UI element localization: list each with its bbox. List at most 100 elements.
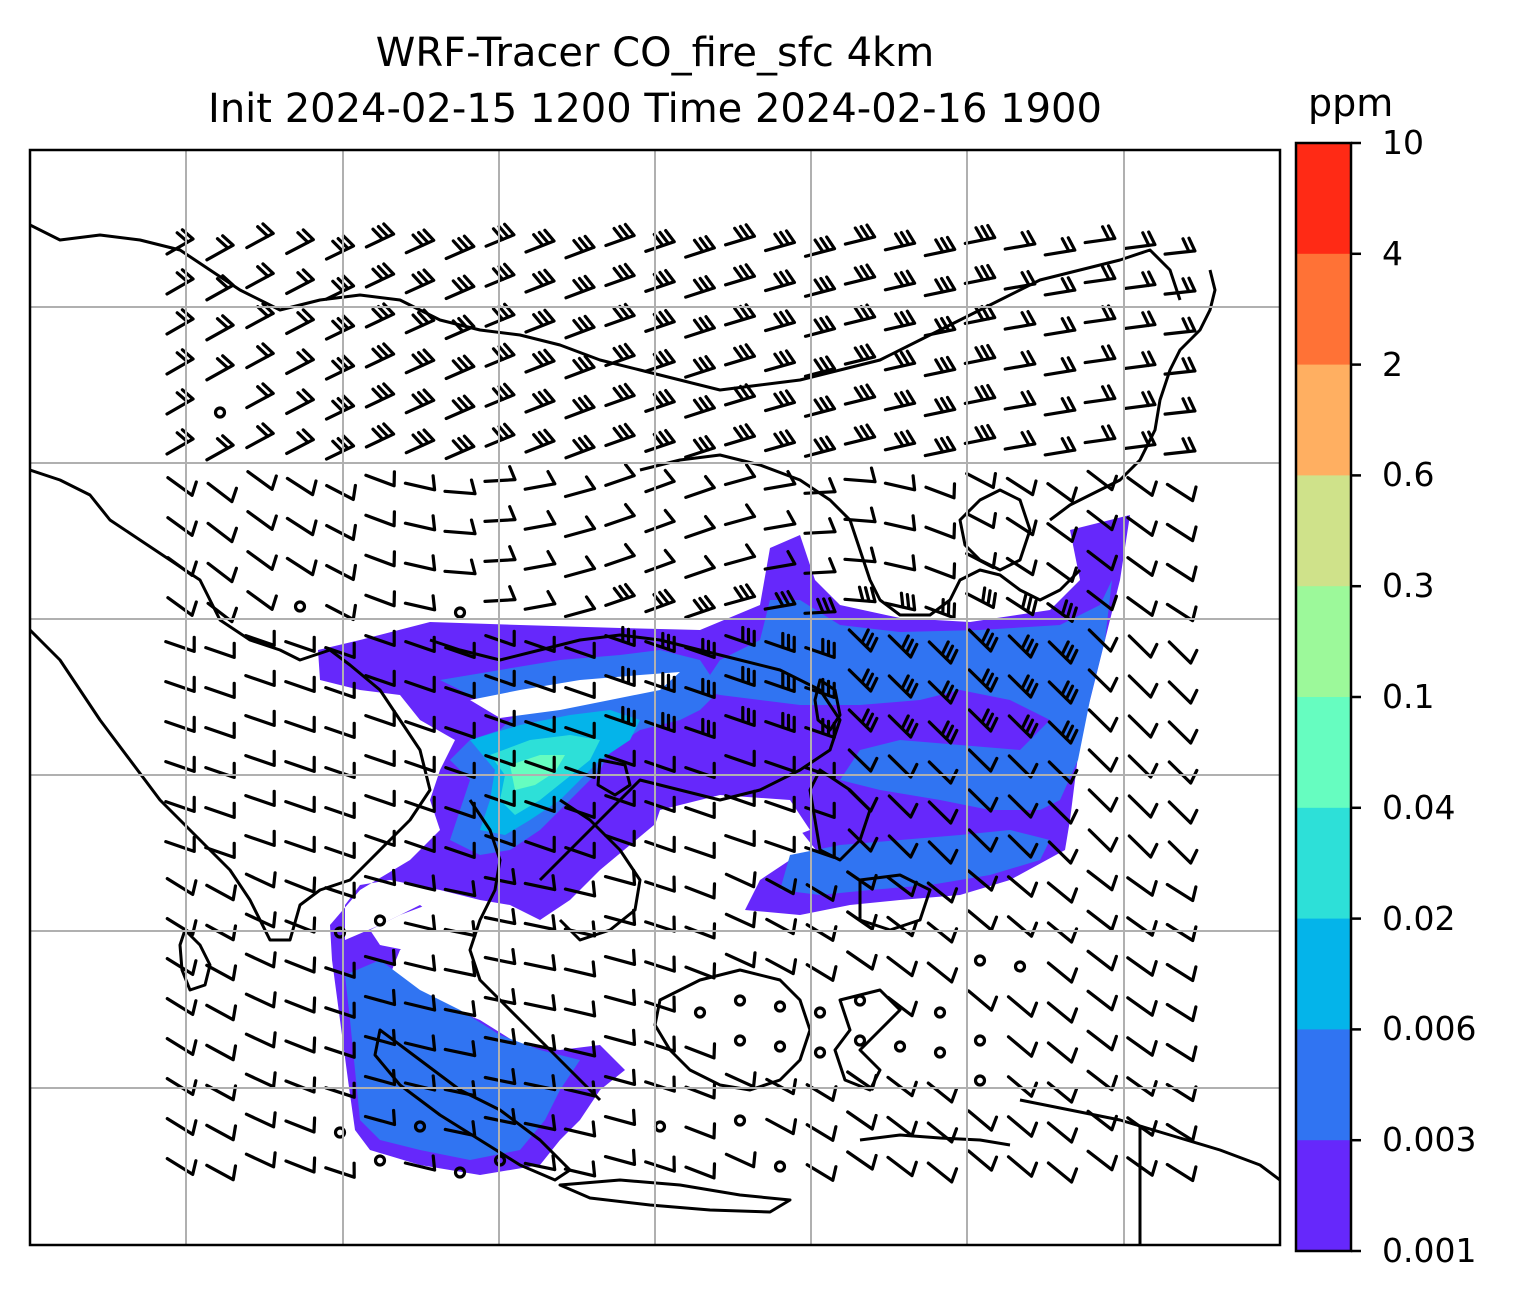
wind-barb [1165,1042,1198,1063]
colorbar [1296,143,1351,1252]
wind-barb [886,915,918,938]
wind-barb [245,342,275,370]
wind-barb [967,788,999,813]
wind-barb [1167,640,1199,665]
wind-barb [444,274,476,301]
wind-barb [524,675,556,693]
wind-barb [927,680,959,705]
wind-barb [1126,596,1158,617]
wind-barb [166,476,198,497]
wind-barb [1086,549,1118,572]
wind-barb [403,514,437,532]
wind-barb [644,631,676,653]
wind-barb [563,555,597,579]
wind-barb [404,428,436,455]
wind-barb [443,1040,477,1058]
wind-barb [363,868,397,887]
wind-barb [443,880,477,898]
wind-barb [284,1076,317,1094]
wind-barb [524,795,556,813]
wind-barb [1046,599,1078,623]
wind-barb [363,1108,397,1127]
wind-barb [1086,909,1118,932]
wind-barb [923,395,957,418]
wind-barb [1043,316,1077,337]
wind-barb [847,668,879,693]
wind-barb [883,229,917,252]
wind-barb [684,395,716,419]
wind-barb [244,1031,277,1049]
wind-barb [564,314,596,340]
wind-barb [965,512,997,529]
wind-barb [927,760,959,785]
wind-barb [684,801,716,819]
wind-barb [324,881,356,899]
wind-barb [723,543,757,567]
wind-barb [1003,390,1037,411]
coastline-sulawesi [833,988,902,1092]
wind-barb [923,235,957,258]
wind-barb [723,583,757,607]
wind-barb [364,829,396,847]
wind-barb [1006,875,1039,898]
wind-barb [1167,800,1199,825]
wind-barb [205,1003,238,1022]
wind-barb [364,669,396,687]
wind-barb [444,354,476,381]
wind-barb [324,434,356,461]
wind-barb [1046,1001,1079,1024]
wind-barb [563,960,597,978]
wind-barb [604,665,636,687]
wind-barb [604,789,636,807]
wind-barb [1087,748,1119,773]
wind-calm-circle [933,1046,947,1059]
colorbar-ticks [1351,141,1361,1253]
wind-barb [444,394,476,421]
wind-barb [603,1068,637,1086]
wind-barb [364,510,396,528]
plume-level-2-philippines [780,830,1050,895]
wind-barb [1086,589,1118,612]
wind-barb [1127,634,1159,659]
colorbar-tick-label: 0.3 [1382,566,1435,606]
wind-barb [1047,720,1079,745]
wind-barb [1167,720,1199,745]
wind-barb [1046,1081,1079,1104]
wind-barb [403,914,437,932]
wind-barb [604,382,636,408]
wind-barb [1123,270,1157,290]
wind-barb [1165,522,1198,543]
wind-barb [763,470,797,491]
wind-calm-circle [693,1006,707,1019]
wind-barb [924,562,957,580]
wind-barb [564,841,596,859]
wind-barb [403,1034,437,1052]
wind-barb [404,675,436,693]
wind-barb [926,881,959,904]
wind-barb [924,598,957,620]
colorbar-segment [1296,253,1351,366]
wind-barb [1005,516,1038,537]
wind-barb [244,629,276,647]
wind-barb [524,268,556,294]
wind-barb [1163,396,1197,416]
wind-barb [883,349,917,372]
wind-calm-circle [373,1154,387,1167]
wind-barb [1006,995,1039,1018]
wind-barb [443,960,477,978]
wind-barb [1043,236,1077,257]
wind-barb [1126,1076,1158,1097]
wind-barb [206,521,238,544]
wind-barb [803,235,837,258]
wind-barb [244,829,276,847]
wind-barb [887,714,919,739]
wind-barb [684,235,716,259]
wind-barb [523,1154,557,1172]
wind-barb [684,555,716,579]
plume-level-2-south [345,960,580,1160]
wind-barb [284,956,317,974]
wind-barb [966,869,999,892]
wind-barb [563,1120,597,1138]
wind-barb [887,634,919,659]
wind-barb [285,228,315,255]
